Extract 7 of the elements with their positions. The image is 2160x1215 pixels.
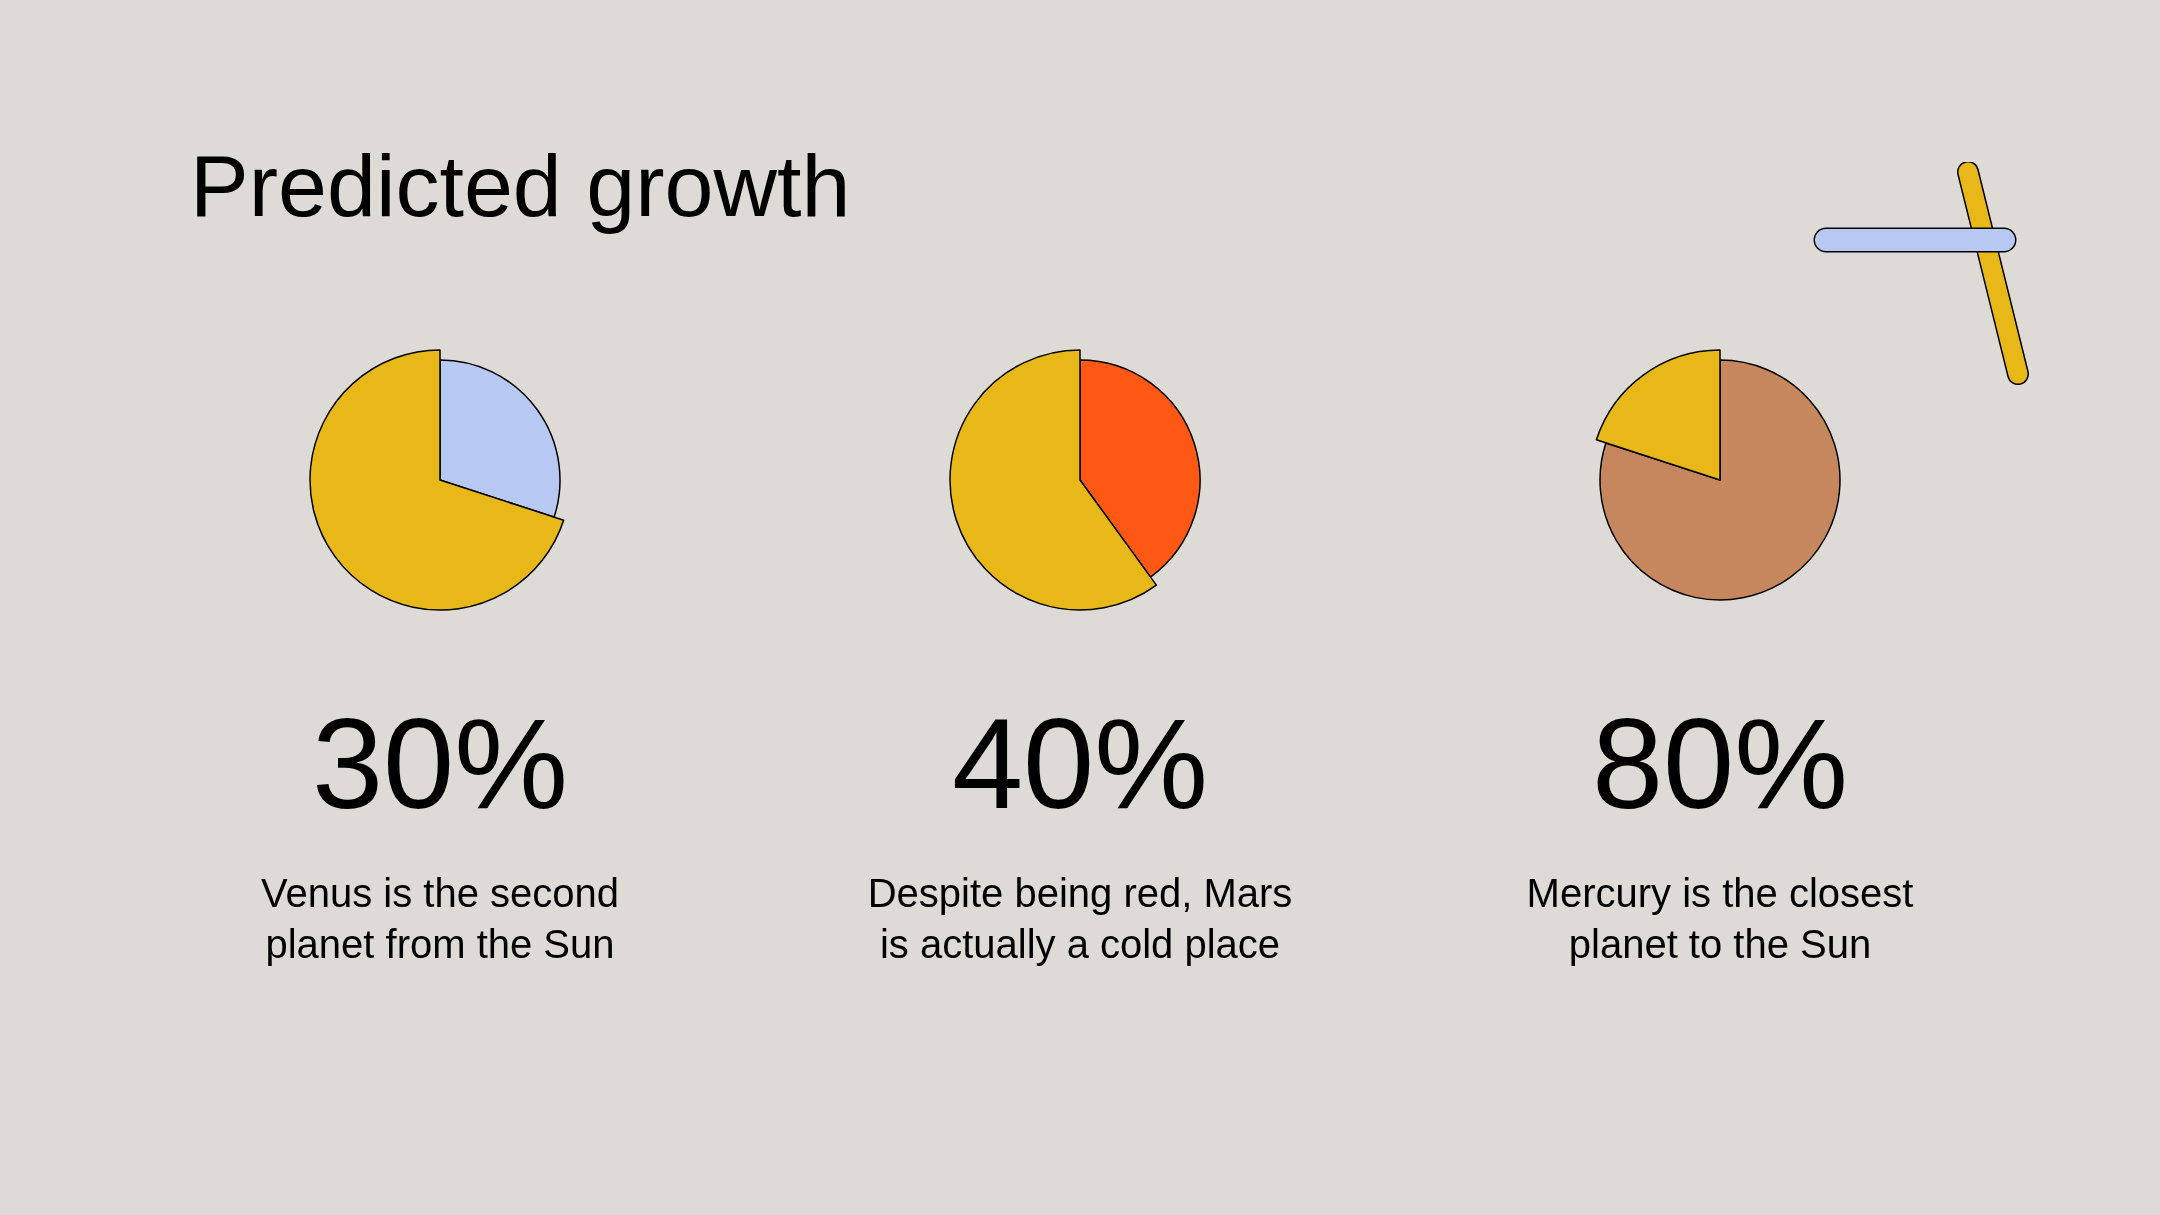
text: Predicted growth [190, 135, 851, 237]
text: 40% [950, 692, 1210, 835]
text: 30% [310, 692, 570, 835]
text: Despite being red, Mars is actually a cold place [866, 870, 1294, 968]
text: Mercury is the closest planet to the Sun [1525, 870, 1915, 968]
text: Venus is the second planet from the Sun [260, 870, 620, 968]
text: 80% [1590, 692, 1850, 835]
